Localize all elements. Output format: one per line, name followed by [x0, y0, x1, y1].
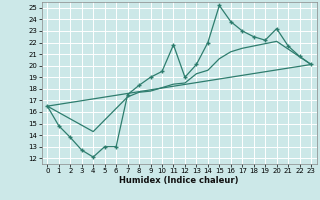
X-axis label: Humidex (Indice chaleur): Humidex (Indice chaleur)	[119, 176, 239, 185]
